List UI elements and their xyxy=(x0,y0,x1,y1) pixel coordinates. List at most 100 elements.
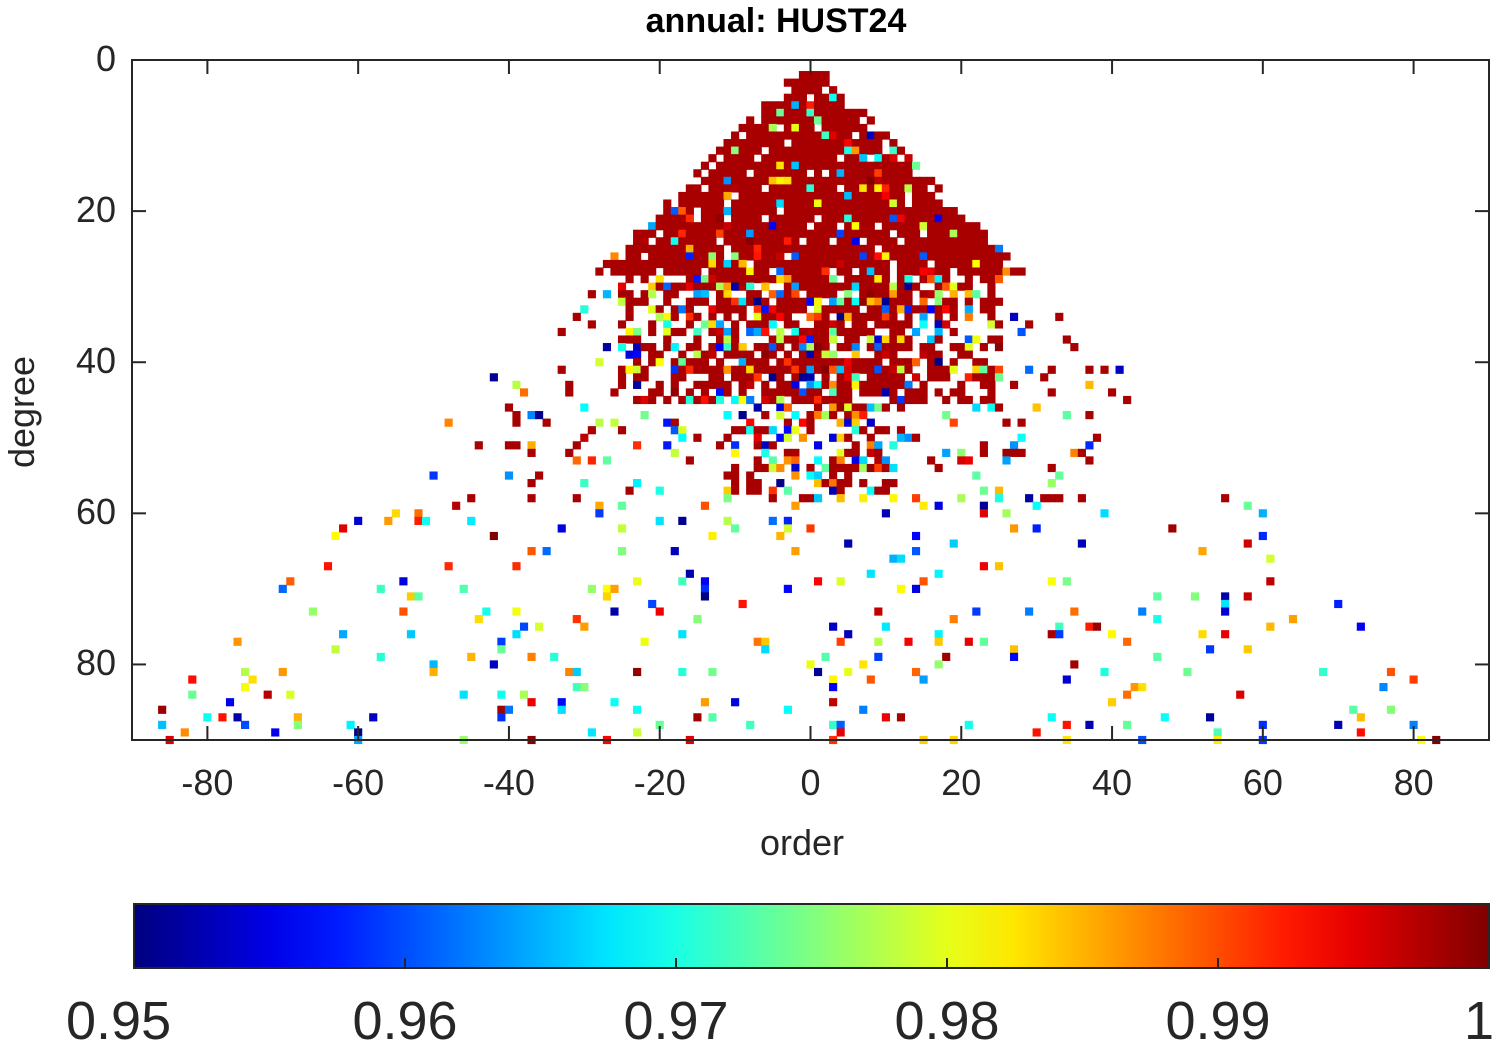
heatmap-cell xyxy=(1115,365,1124,374)
heatmap-cell xyxy=(821,365,830,374)
heatmap-cell xyxy=(798,229,808,238)
heatmap-cell xyxy=(1334,599,1343,609)
heatmap-cell xyxy=(859,660,868,669)
heatmap-cell xyxy=(919,577,928,586)
heatmap-cell xyxy=(783,516,792,525)
heatmap-cell xyxy=(904,395,913,405)
heatmap-cell xyxy=(1266,554,1275,563)
heatmap-cell xyxy=(806,116,815,125)
heatmap-cell xyxy=(640,229,649,238)
heatmap-cell xyxy=(866,229,875,238)
heatmap-cell xyxy=(829,411,838,420)
heatmap-cell xyxy=(783,154,792,163)
heatmap-cell xyxy=(746,320,755,329)
heatmap-cell xyxy=(844,252,853,261)
heatmap-cell xyxy=(791,448,800,457)
heatmap-cell xyxy=(927,343,936,352)
heatmap-cell xyxy=(942,207,951,216)
heatmap-cell xyxy=(708,199,717,208)
heatmap-cell xyxy=(859,282,868,291)
heatmap-cell xyxy=(648,350,657,359)
heatmap-cell xyxy=(731,199,740,208)
heatmap-cell xyxy=(768,199,777,208)
heatmap-cell xyxy=(783,93,792,102)
heatmap-cell xyxy=(746,146,755,155)
heatmap-cell xyxy=(889,297,898,306)
heatmap-cell xyxy=(1258,509,1267,518)
heatmap-cell xyxy=(889,358,898,367)
heatmap-cell xyxy=(806,290,815,299)
heatmap-cell xyxy=(798,154,808,163)
heatmap-cell xyxy=(851,343,860,352)
heatmap-cell xyxy=(866,380,875,389)
heatmap-cell xyxy=(881,312,890,321)
heatmap-cell xyxy=(798,71,808,80)
heatmap-cell xyxy=(783,275,792,284)
heatmap-cell xyxy=(1009,448,1019,457)
heatmap-cell xyxy=(1047,388,1056,397)
heatmap-cell xyxy=(949,615,958,624)
heatmap-cell xyxy=(761,426,770,435)
heatmap-cell xyxy=(851,441,860,450)
heatmap-cell xyxy=(927,199,936,208)
heatmap-cell xyxy=(836,123,845,133)
heatmap-cell xyxy=(557,327,566,337)
heatmap-cell xyxy=(738,305,747,314)
heatmap-cell xyxy=(813,199,823,208)
heatmap-cell xyxy=(829,176,838,185)
heatmap-cell xyxy=(836,312,845,321)
heatmap-cell xyxy=(919,312,928,321)
heatmap-cell xyxy=(723,305,732,314)
heatmap-cell xyxy=(685,320,694,329)
heatmap-cell xyxy=(866,343,875,352)
heatmap-cell xyxy=(806,184,815,193)
heatmap-cell xyxy=(829,154,838,163)
heatmap-cell xyxy=(813,380,823,389)
heatmap-cell xyxy=(791,199,800,208)
heatmap-cell xyxy=(851,169,860,178)
heatmap-cell xyxy=(602,343,612,352)
heatmap-cell xyxy=(685,244,694,253)
heatmap-cell xyxy=(881,380,890,389)
heatmap-cell xyxy=(874,456,883,465)
heatmap-cell xyxy=(384,516,393,525)
heatmap-cell xyxy=(836,297,845,306)
y-tick-label: 40 xyxy=(75,340,116,382)
heatmap-cell xyxy=(723,146,732,155)
heatmap-cell xyxy=(1243,645,1252,654)
heatmap-cell xyxy=(655,607,664,616)
heatmap-cell xyxy=(1266,622,1275,631)
heatmap-cell xyxy=(798,418,808,427)
heatmap-cell xyxy=(851,139,860,148)
heatmap-cell xyxy=(844,343,853,352)
heatmap-cell xyxy=(640,290,649,299)
heatmap-cell xyxy=(625,290,634,299)
heatmap-cell xyxy=(738,237,747,246)
heatmap-cell xyxy=(527,411,536,420)
heatmap-cell xyxy=(896,335,906,344)
heatmap-cell xyxy=(881,713,890,722)
heatmap-cell xyxy=(753,426,762,435)
heatmap-cell xyxy=(625,252,634,261)
heatmap-cell xyxy=(761,327,770,337)
heatmap-cell xyxy=(761,116,770,125)
heatmap-cell xyxy=(942,305,951,314)
heatmap-cell xyxy=(851,312,860,321)
heatmap-cell xyxy=(1062,411,1071,420)
heatmap-cell xyxy=(889,146,898,155)
heatmap-cell xyxy=(791,411,800,420)
heatmap-cell xyxy=(889,222,898,231)
heatmap-cell xyxy=(836,373,845,382)
heatmap-cell xyxy=(859,388,868,397)
heatmap-cell xyxy=(806,327,815,337)
heatmap-cell xyxy=(813,365,823,374)
heatmap-cell xyxy=(874,161,883,170)
heatmap-cell xyxy=(783,365,792,374)
heatmap-cell xyxy=(655,282,664,291)
heatmap-cell xyxy=(731,259,740,269)
heatmap-cell xyxy=(602,456,612,465)
heatmap-cell xyxy=(844,199,853,208)
heatmap-cell xyxy=(633,358,642,367)
heatmap-cell xyxy=(821,116,830,125)
heatmap-cell xyxy=(655,388,664,397)
